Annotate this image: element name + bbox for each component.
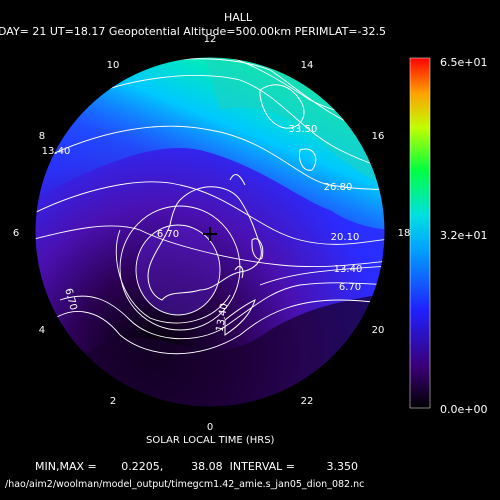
local-time-tick-22: 22 xyxy=(301,396,314,407)
local-time-tick-20: 20 xyxy=(372,325,385,336)
contour-label: 6.70 xyxy=(339,282,361,293)
local-time-tick-0: 0 xyxy=(207,422,213,433)
local-time-tick-16: 16 xyxy=(372,131,385,142)
colorbar xyxy=(409,57,431,409)
chart-title: HALL xyxy=(224,11,253,24)
contour-label: 33.50 xyxy=(289,124,318,135)
minmax-line: MIN,MAX = 0.2205, 38.08 INTERVAL = 3.350 xyxy=(35,460,358,473)
contour-label: 26.80 xyxy=(324,182,353,193)
local-time-tick-4: 4 xyxy=(39,325,45,336)
local-time-tick-12: 12 xyxy=(204,34,217,45)
local-time-tick-6: 6 xyxy=(13,228,19,239)
plot-perimeter xyxy=(34,56,386,408)
file-path: /hao/aim2/woolman/model_output/timegcm1.… xyxy=(5,479,365,490)
chart-subtitle: DAY= 21 UT=18.17 Geopotential Altitude=5… xyxy=(0,25,386,38)
contour-label: 20.10 xyxy=(331,232,360,243)
colorbar-top-label: 6.5e+01 xyxy=(440,56,488,69)
contour-label: 13.40 xyxy=(334,264,363,275)
local-time-tick-10: 10 xyxy=(107,60,120,71)
colorbar-bottom-label: 0.0e+00 xyxy=(440,403,488,416)
x-axis-label: SOLAR LOCAL TIME (HRS) xyxy=(146,435,275,446)
local-time-ticks: 12 14 16 18 20 22 0 2 4 6 8 10 xyxy=(13,34,411,433)
local-time-tick-8: 8 xyxy=(39,131,45,142)
local-time-tick-14: 14 xyxy=(301,60,314,71)
local-time-tick-18: 18 xyxy=(398,228,411,239)
colorbar-mid-label: 3.2e+01 xyxy=(440,229,488,242)
contour-label: 6.70 xyxy=(157,229,179,240)
contour-label: 13.40 xyxy=(215,303,231,333)
coastlines xyxy=(147,84,317,336)
local-time-tick-2: 2 xyxy=(110,396,116,407)
contour-label: 13.40 xyxy=(42,146,71,157)
pole-marker xyxy=(203,227,217,241)
